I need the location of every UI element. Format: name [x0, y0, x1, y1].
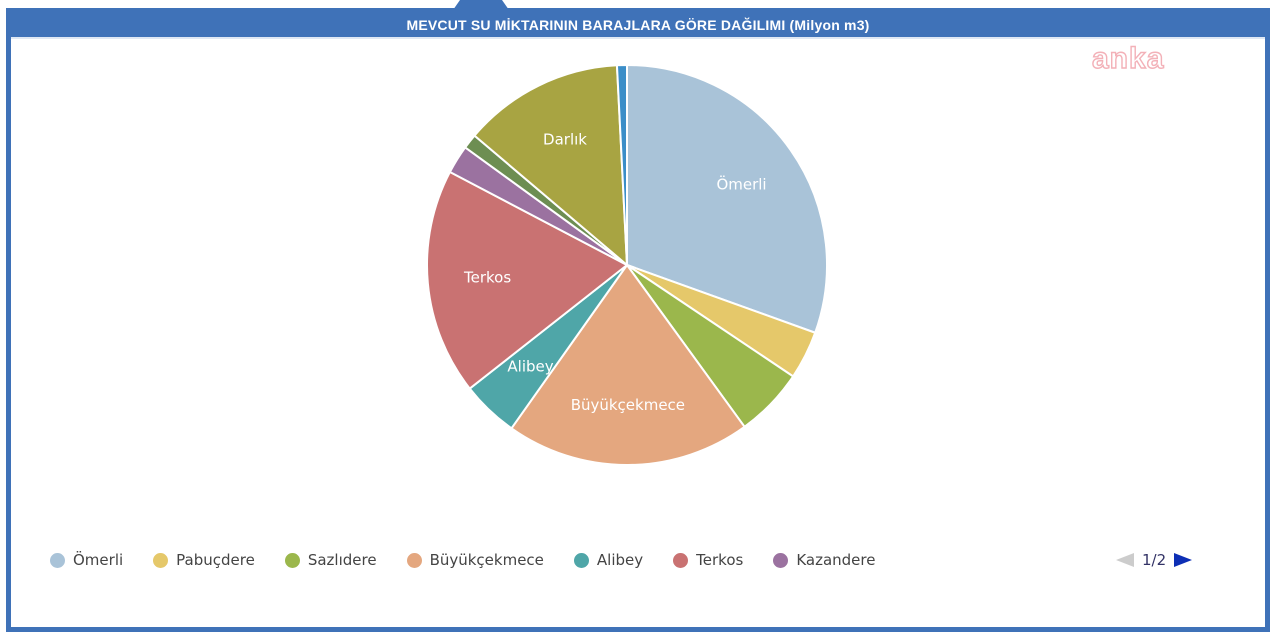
previous-arrow-icon[interactable] [1116, 553, 1134, 567]
legend-marker [50, 552, 65, 568]
slice-label: Büyükçekmece [571, 396, 685, 414]
legend-item[interactable]: Terkos [673, 551, 743, 569]
legend-marker [773, 552, 789, 568]
legend-label: Alibey [596, 551, 644, 569]
legend-label: Büyükçekmece [429, 551, 544, 569]
legend-item[interactable]: Büyükçekmece [406, 551, 544, 569]
legend-marker [673, 552, 689, 568]
legend-pager: 1/2 [1116, 551, 1193, 569]
next-arrow-icon[interactable] [1174, 553, 1193, 567]
anka-watermark-logo: anka [1091, 41, 1165, 75]
pie-slice-büyükçekmece[interactable] [510, 263, 746, 466]
legend-item[interactable]: Alibey [573, 551, 644, 569]
legend-marker [573, 552, 589, 568]
legend-item[interactable]: Kazandere [773, 551, 875, 569]
chart-title: MEVCUT SU MİKTARININ BARAJLARA GÖRE DAĞI… [11, 13, 1265, 37]
pie-slice-unlabeled-9[interactable] [615, 63, 628, 266]
legend-label: Ömerli [73, 551, 124, 569]
legend-label: Pabuçdere [176, 551, 255, 569]
pie-slice-ömerli[interactable] [626, 63, 828, 335]
legend-marker [153, 552, 169, 568]
legend-label: Sazlıdere [307, 551, 377, 569]
legend-marker [284, 552, 300, 568]
legend-item[interactable]: Pabuçdere [153, 551, 255, 569]
slice-label: Terkos [463, 269, 511, 287]
title-underline [11, 37, 1265, 39]
legend-item[interactable]: Ömerli [50, 551, 123, 569]
pie-slice-terkos[interactable] [426, 170, 629, 390]
legend-label: Kazandere [796, 551, 876, 569]
slice-label: Ömerli [716, 174, 766, 193]
pie-slice-darlık[interactable] [473, 64, 629, 268]
legend-marker [406, 552, 422, 568]
legend-label: Terkos [696, 551, 744, 569]
slice-label: Alibey [507, 357, 553, 375]
title-tab-notch [453, 0, 509, 10]
chart-legend: Ömerli Pabuçdere Sazlıdere Büyükçekmece Alib… [50, 551, 905, 569]
slice-label: Darlık [543, 130, 587, 148]
legend-item[interactable]: Sazlıdere [284, 551, 377, 569]
pager-text: 1/2 [1142, 551, 1167, 569]
